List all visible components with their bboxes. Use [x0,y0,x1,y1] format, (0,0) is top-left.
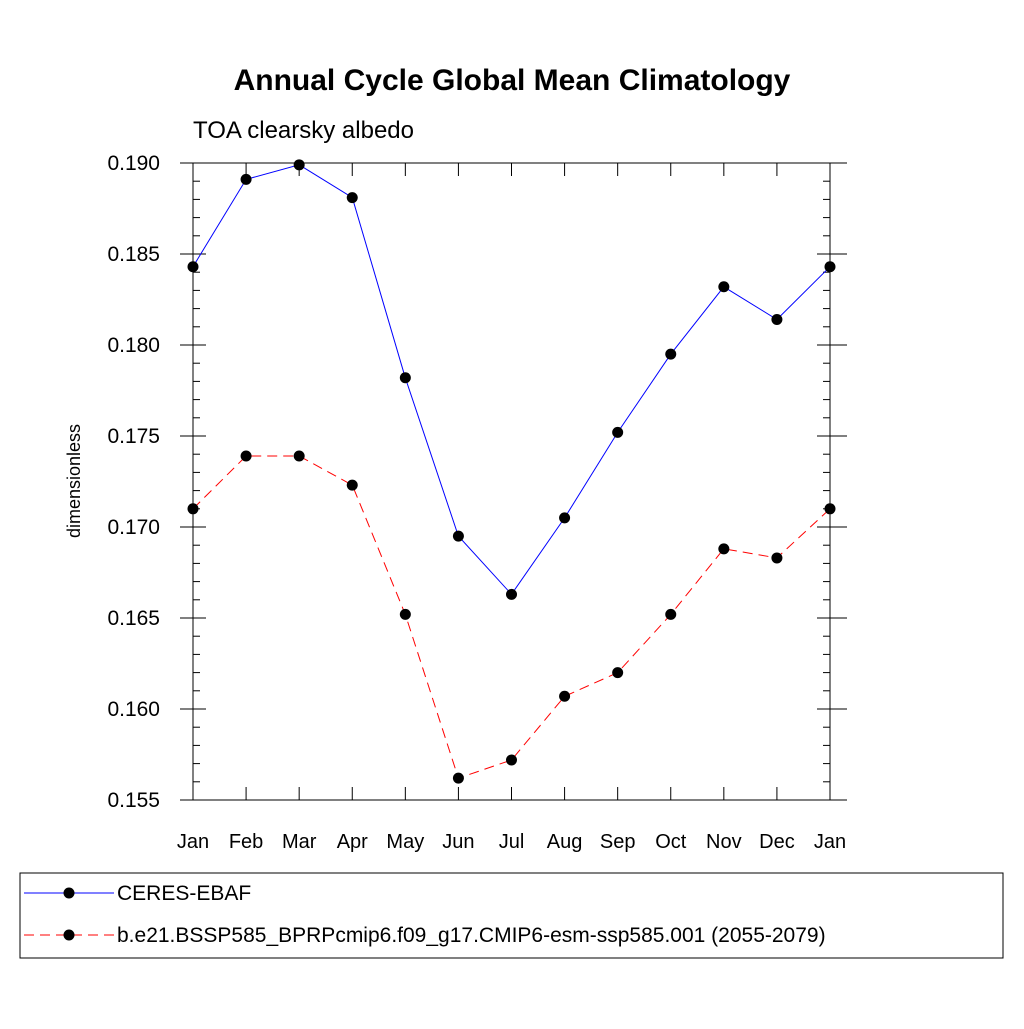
series-2-point [771,552,783,564]
series-1-point [293,159,305,171]
series-2-point [665,608,677,620]
series-2-point [187,503,199,515]
series-2-point [399,608,411,620]
series-2-point [346,479,358,491]
series-2-point [240,450,252,462]
series-1-point [187,261,199,273]
x-tick-label: Jan [814,831,846,853]
y-axis-label: dimensionless [64,424,84,538]
x-tick-label: Dec [759,831,795,853]
series-2-point [824,503,836,515]
series-line-2 [192,455,831,779]
series-2-point [612,667,624,679]
x-tick-label: Nov [706,831,742,853]
x-tick-label: Jul [499,831,525,853]
chart-title: Annual Cycle Global Mean Climatology [234,64,791,97]
x-tick-label: May [386,831,424,853]
series-2-point [559,690,571,702]
legend-label-model: b.e21.BSSP585_BPRPcmip6.f09_g17.CMIP6-es… [117,924,826,947]
y-tick-label: 0.155 [107,789,160,812]
series-1-point [452,530,464,542]
series-1-point [718,281,730,293]
legend: CERES-EBAF b.e21.BSSP585_BPRPcmip6.f09_g… [19,872,1004,959]
series-1-point [559,512,571,524]
y-tick-label: 0.175 [107,425,160,448]
chart-subtitle: TOA clearsky albedo [193,117,414,144]
plot-area: 0.155 0.160 0.165 0.170 0.175 0.180 0.185 0.190… [107,152,847,853]
series-1-point [506,588,517,600]
series-2-point [293,450,305,462]
y-tick-label: 0.180 [107,334,160,357]
series-2-point [718,543,730,555]
legend-label-ceres: CERES-EBAF [117,882,251,905]
legend-marker-model [63,929,75,941]
x-tick-label: Oct [655,831,687,853]
x-tick-label: Sep [600,831,636,853]
x-tick-label: Jan [177,831,209,853]
y-tick-label: 0.165 [107,607,160,630]
legend-marker-ceres [63,887,75,899]
x-tick-label: Feb [229,831,263,853]
series-2-point [452,772,464,784]
series-1-point [399,372,411,384]
series-1-point [240,173,252,185]
y-tick-label: 0.190 [107,152,160,175]
plot-frame [192,162,831,801]
legend-box [19,872,1004,959]
series-1-point [346,192,358,204]
y-tick-label: 0.185 [107,243,160,266]
series-1-point [665,348,677,360]
y-tick-label: 0.170 [107,516,160,539]
series-1-point [824,261,836,273]
x-tick-label: Mar [282,831,317,853]
x-tick-label: Apr [337,831,368,853]
series-1-point [612,426,624,438]
x-tick-label: Aug [547,831,583,853]
series-2-point [506,754,517,766]
series-line-1 [192,164,831,596]
series-1-point [771,314,783,326]
x-tick-label: Jun [442,831,474,853]
y-tick-label: 0.160 [107,698,160,721]
